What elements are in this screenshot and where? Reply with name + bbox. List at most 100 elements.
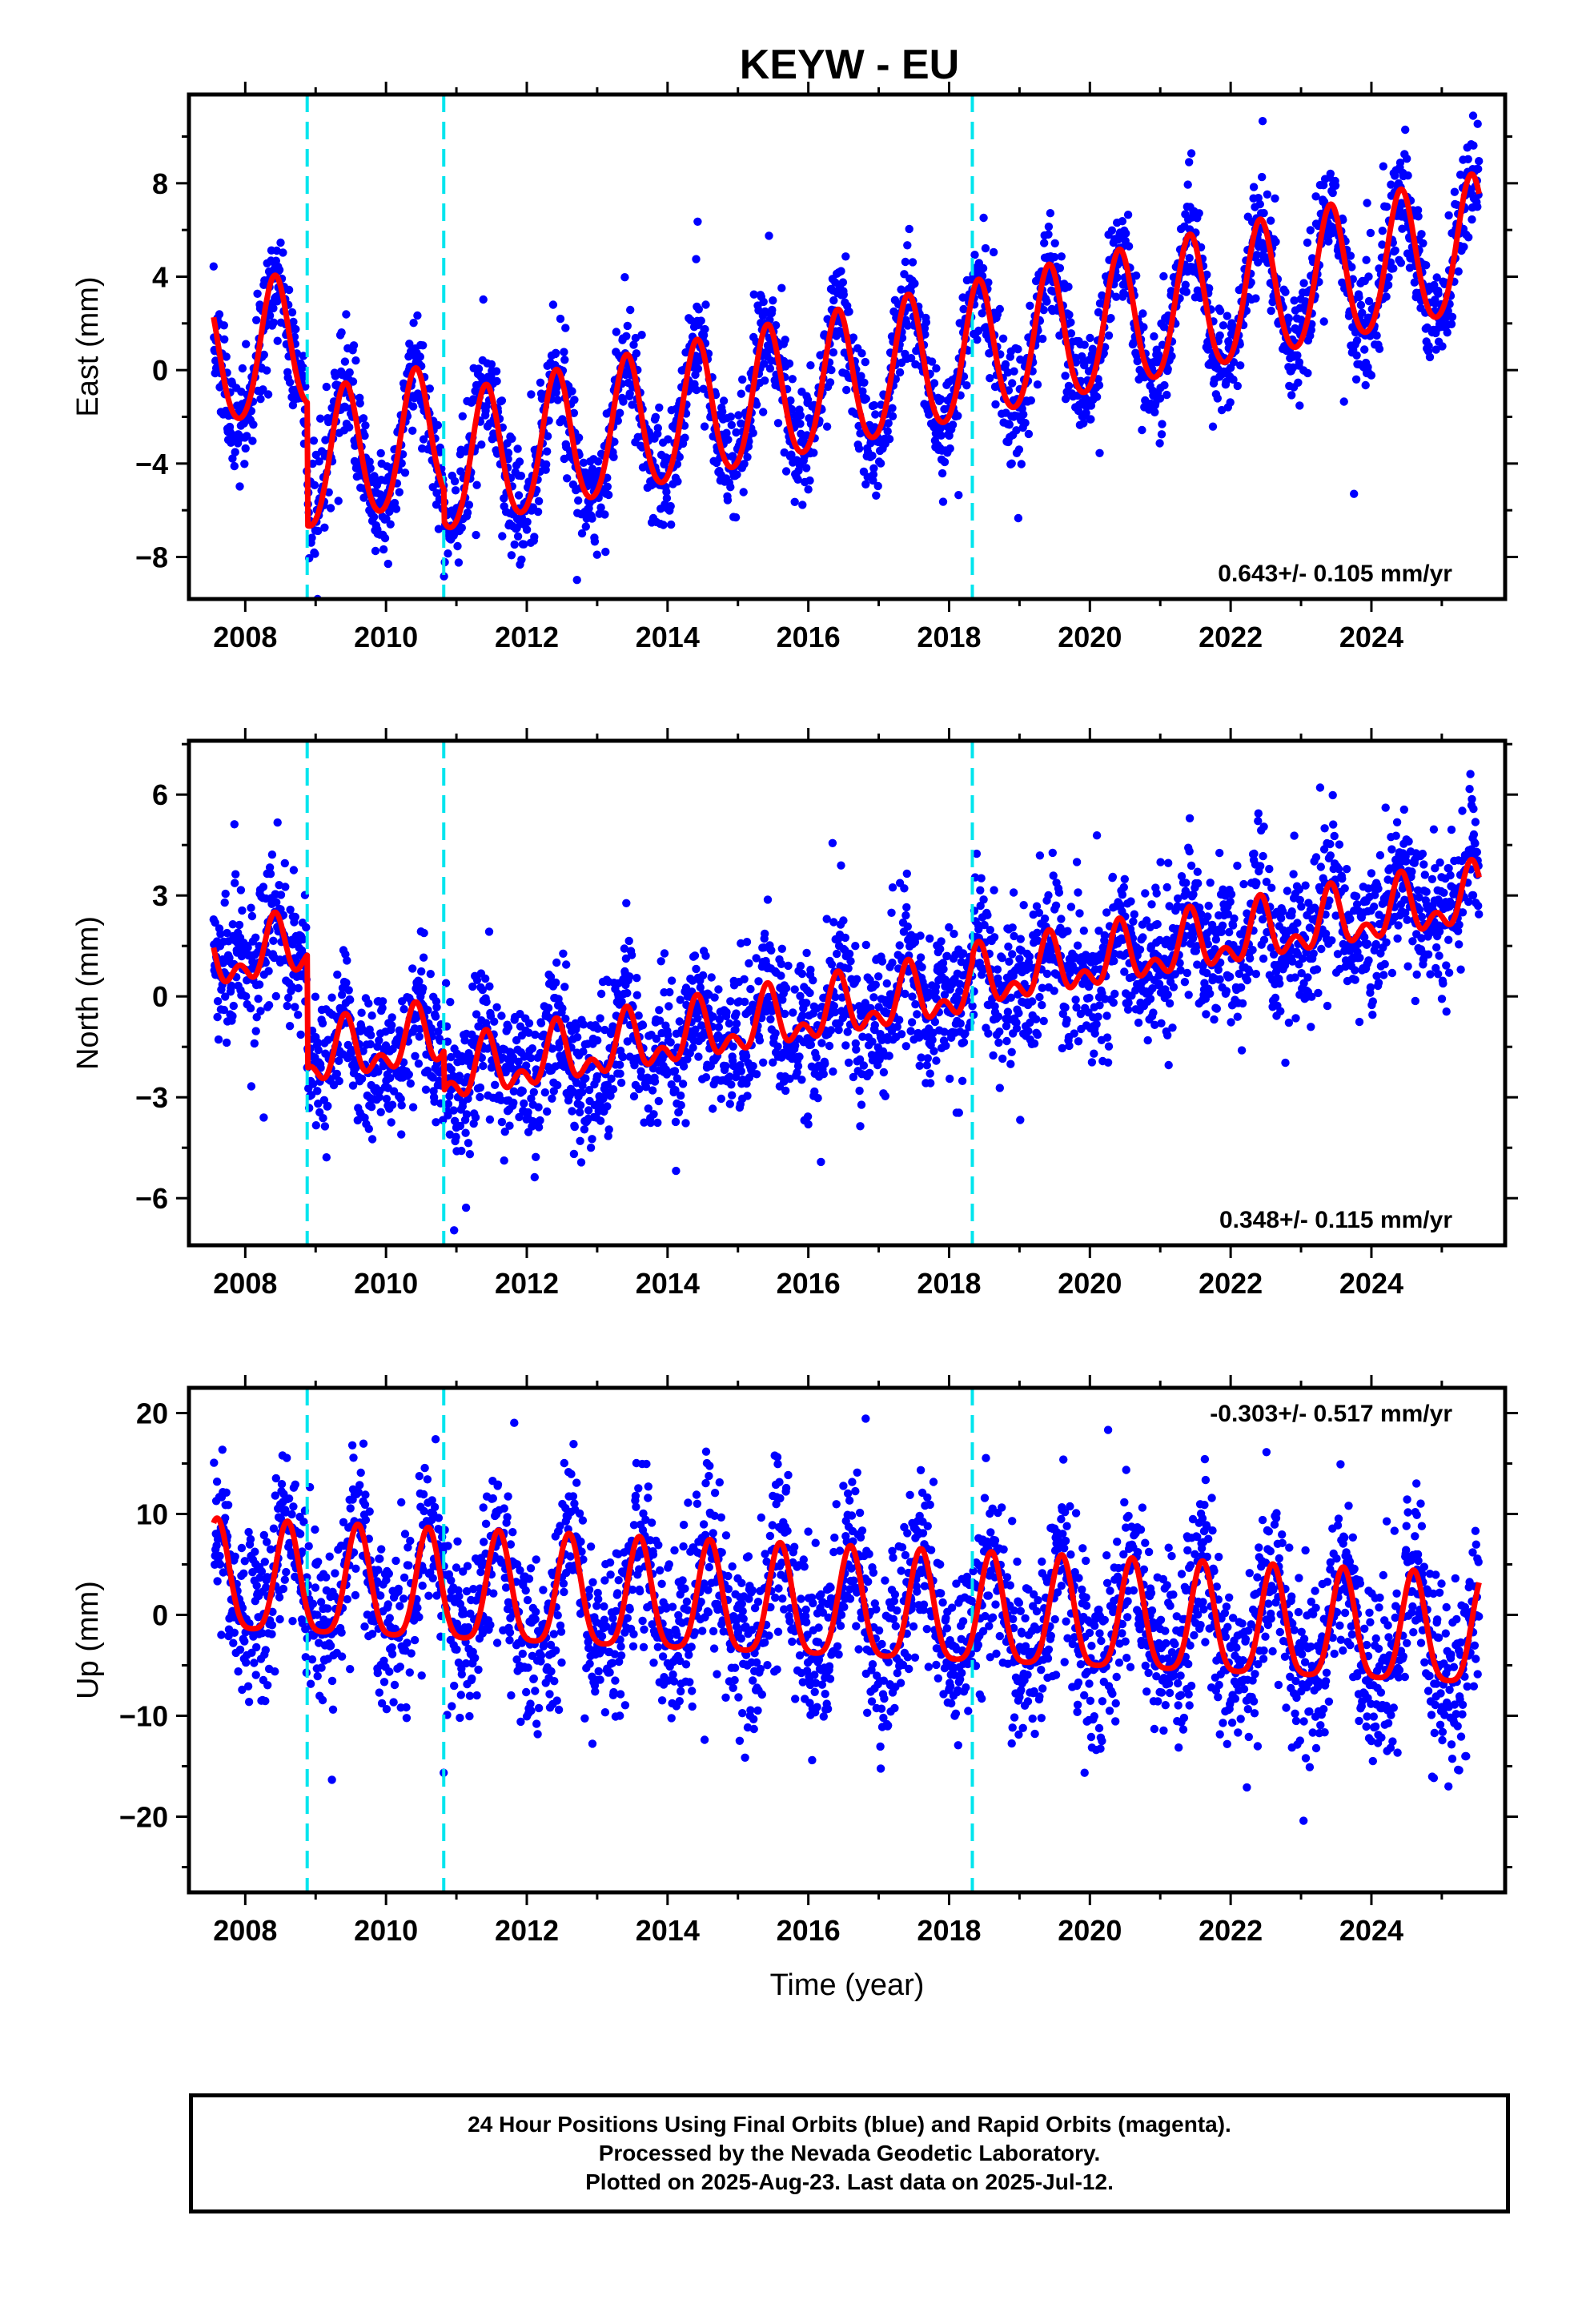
data-point <box>797 969 807 979</box>
data-point <box>990 886 998 895</box>
data-point <box>854 444 864 453</box>
data-point <box>841 1041 850 1050</box>
data-point <box>359 414 368 423</box>
data-point <box>1364 296 1374 306</box>
data-point <box>958 1076 967 1086</box>
data-point <box>694 1052 703 1061</box>
data-point <box>725 1019 734 1028</box>
data-point <box>1255 199 1265 209</box>
data-point <box>1454 267 1463 276</box>
data-point <box>851 942 860 951</box>
data-point <box>543 1107 552 1116</box>
x-tick-label: 2024 <box>1339 621 1403 653</box>
data-point <box>822 422 832 431</box>
data-point <box>740 975 749 984</box>
data-point <box>509 1098 518 1108</box>
data-point <box>387 1021 396 1030</box>
data-point <box>1284 314 1294 323</box>
data-point <box>1112 292 1121 301</box>
data-point <box>1086 415 1095 424</box>
data-point <box>699 384 708 393</box>
data-point <box>819 1070 828 1079</box>
data-point <box>596 503 605 512</box>
data-point <box>995 1027 1004 1036</box>
data-point <box>378 997 387 1006</box>
data-point <box>371 546 380 556</box>
data-point <box>1351 375 1361 384</box>
data-point <box>937 395 946 404</box>
data-point <box>667 520 676 529</box>
data-point <box>228 1011 237 1021</box>
data-point <box>876 459 885 468</box>
data-point <box>701 1073 711 1082</box>
data-point <box>536 1116 544 1125</box>
data-point <box>520 540 528 549</box>
data-point <box>690 951 700 960</box>
data-point <box>627 951 636 959</box>
data-point <box>788 375 797 384</box>
data-point <box>1035 851 1045 860</box>
data-point <box>413 311 422 320</box>
data-point <box>357 1074 367 1084</box>
data-point <box>576 1101 585 1110</box>
data-point <box>313 1087 322 1096</box>
data-point <box>740 460 749 468</box>
data-point <box>345 423 354 432</box>
data-point <box>1072 858 1082 866</box>
data-point <box>433 420 443 430</box>
data-point <box>231 870 240 879</box>
data-point <box>1075 909 1084 918</box>
data-point <box>387 1118 396 1127</box>
data-point <box>743 452 752 461</box>
data-point <box>754 977 763 986</box>
data-point <box>857 372 865 380</box>
data-point <box>355 399 364 408</box>
data-point <box>228 454 237 463</box>
data-point <box>1065 310 1074 320</box>
data-point <box>238 364 247 373</box>
data-point <box>472 530 480 540</box>
data-point <box>287 308 297 317</box>
data-point <box>1382 292 1391 301</box>
data-point <box>570 396 579 404</box>
data-point <box>1424 341 1433 351</box>
data-point <box>781 1009 789 1019</box>
data-point <box>1066 318 1075 327</box>
data-point <box>846 957 855 966</box>
data-point <box>616 1069 624 1078</box>
data-point <box>930 1047 938 1055</box>
data-point <box>908 258 917 267</box>
data-point <box>404 1070 413 1080</box>
data-point <box>844 964 853 973</box>
data-point <box>542 460 551 469</box>
data-point <box>1258 117 1267 126</box>
data-point <box>903 922 913 931</box>
data-point <box>1319 317 1328 326</box>
data-point <box>991 400 1000 409</box>
north-panel: 2008 2010 2012 2014 2016 2018 2020 2022 2024−6−3… <box>71 728 1518 1300</box>
data-point <box>1102 1033 1112 1042</box>
data-point <box>1422 261 1431 270</box>
data-point <box>653 1118 662 1128</box>
data-point <box>600 510 609 519</box>
data-point <box>236 886 246 895</box>
data-point <box>319 1114 327 1123</box>
data-point <box>326 504 335 513</box>
data-point <box>1293 351 1302 360</box>
data-point <box>902 903 911 912</box>
data-point <box>765 231 773 240</box>
data-point <box>731 513 741 522</box>
data-point <box>888 883 897 892</box>
data-point <box>254 995 263 1003</box>
data-point <box>321 436 330 444</box>
data-point <box>887 908 896 918</box>
data-point <box>1195 209 1203 218</box>
data-point <box>1008 379 1017 388</box>
data-point <box>1118 217 1127 226</box>
data-point <box>897 1030 906 1039</box>
data-point <box>426 970 435 979</box>
data-point <box>1066 329 1076 338</box>
data-point <box>1438 342 1447 351</box>
data-point <box>231 448 239 456</box>
data-point <box>759 408 768 416</box>
